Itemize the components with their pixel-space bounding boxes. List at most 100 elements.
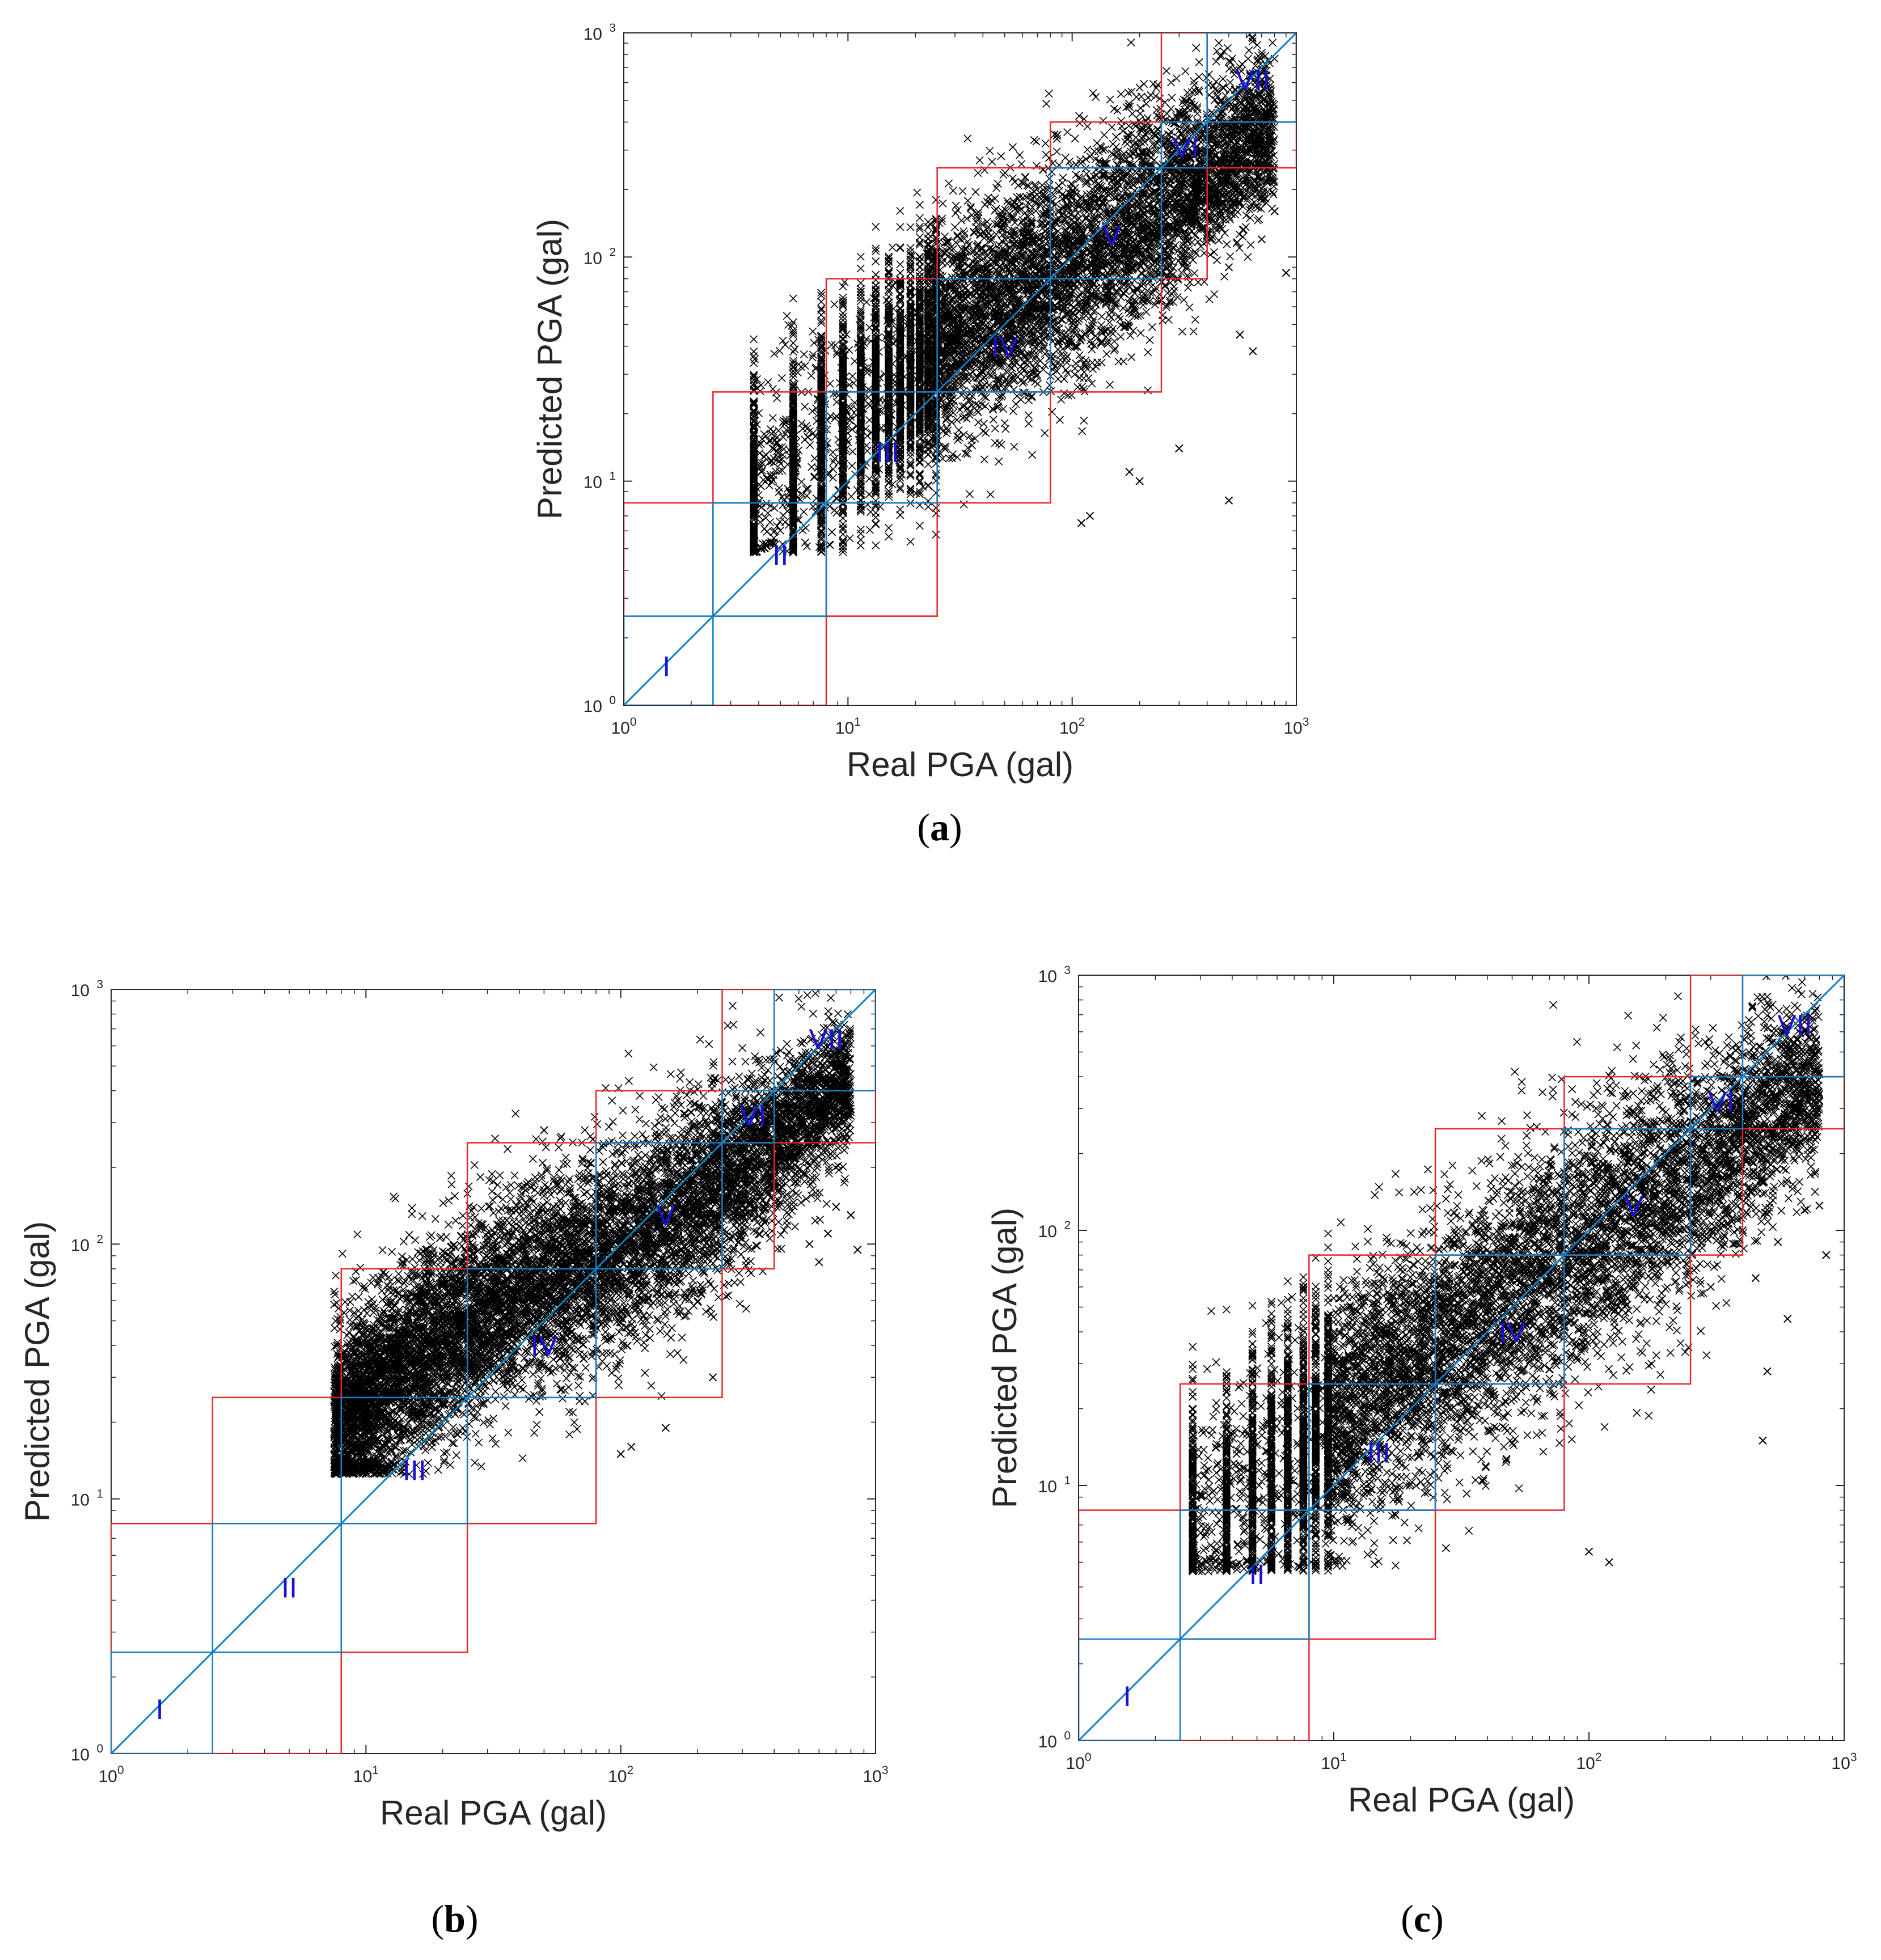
y-tick-label: 10 2 <box>584 245 616 268</box>
data-point <box>1077 519 1086 527</box>
y-tick-label: 10 3 <box>584 22 616 44</box>
zone-label: VII <box>1777 1009 1812 1041</box>
zone-exact-box <box>466 1268 597 1399</box>
data-point <box>1584 1547 1593 1556</box>
data-point <box>794 1148 803 1157</box>
data-point <box>847 1210 855 1220</box>
data-point <box>1190 185 1198 194</box>
zone-exact-box <box>212 1522 343 1653</box>
y-tick-label: 10 3 <box>1038 964 1071 986</box>
zone-exact-box <box>1179 1509 1310 1640</box>
zone-exact-box <box>624 615 714 705</box>
zone-exact-box <box>712 502 827 617</box>
data-point <box>1125 468 1134 476</box>
y-tick-label: 10 1 <box>584 470 616 492</box>
data-point <box>1224 263 1233 272</box>
zone-label: II <box>281 1572 297 1603</box>
zone-label: V <box>1102 220 1122 252</box>
y-tick-label: 10 0 <box>1038 1729 1071 1751</box>
data-point <box>1783 1314 1792 1323</box>
data-point <box>708 1373 717 1382</box>
one-to-one-line <box>624 33 1296 705</box>
zone-label: II <box>1249 1559 1265 1590</box>
data-point <box>815 1258 823 1267</box>
x-tick-label: 103 <box>1831 1751 1857 1773</box>
data-point <box>1085 511 1094 520</box>
x-tick-label: 101 <box>1321 1751 1346 1773</box>
x-tick-label: 103 <box>863 1764 888 1786</box>
y-axis-label: Predicted PGA (gal) <box>18 1221 56 1522</box>
plot-content-a <box>624 33 1296 705</box>
zone-exact-box <box>111 1651 214 1754</box>
data-point <box>540 1126 548 1134</box>
zone-exact-box <box>936 278 1051 393</box>
zone-tolerance-box <box>1689 975 1844 1130</box>
x-axis-label: Real PGA (gal) <box>847 746 1073 784</box>
data-point <box>1236 331 1244 339</box>
y-tick-label: 10 1 <box>71 1488 103 1510</box>
caption-b-letter: b <box>444 1897 466 1940</box>
zone-label: IV <box>1499 1316 1526 1348</box>
zone-label: I <box>1123 1680 1131 1712</box>
zone-exact-box <box>1206 33 1296 123</box>
data-point <box>661 1424 670 1432</box>
data-point <box>1135 477 1144 485</box>
data-point <box>1792 1134 1801 1142</box>
zone-label: VI <box>739 1100 766 1132</box>
x-tick-label: 101 <box>835 716 861 738</box>
data-point <box>627 1442 636 1451</box>
caption-a: (a) <box>917 806 962 849</box>
intensity-zones-b <box>111 989 876 1754</box>
x-tick-label: 101 <box>353 1764 379 1786</box>
y-axis-label: Predicted PGA (gal) <box>531 219 569 519</box>
zone-exact-box <box>1050 167 1163 280</box>
data-point <box>1763 1367 1772 1375</box>
x-tick-label: 100 <box>611 716 636 738</box>
data-point <box>805 1240 814 1248</box>
data-point <box>1257 235 1266 244</box>
zone-exact-box <box>1741 975 1844 1078</box>
data-point <box>1605 1558 1613 1567</box>
data-point <box>722 1258 731 1267</box>
plot-content-c <box>1079 975 1844 1741</box>
zone-exact-box <box>1434 1254 1565 1385</box>
zone-exact-box <box>1160 121 1208 169</box>
zone-exact-box <box>340 1396 468 1525</box>
zone-label: I <box>156 1694 164 1725</box>
scatter-cloud-a <box>750 33 1279 557</box>
data-point <box>1282 269 1291 277</box>
x-axis-label: Real PGA (gal) <box>1348 1781 1575 1819</box>
data-point <box>823 1229 832 1238</box>
data-point <box>1249 347 1257 355</box>
x-axis-label: Real PGA (gal) <box>380 1794 607 1832</box>
zone-label: I <box>662 650 670 682</box>
x-tick-label: 100 <box>1066 1751 1091 1773</box>
y-tick-label: 10 2 <box>1038 1219 1071 1241</box>
y-tick-label: 10 1 <box>1038 1474 1071 1496</box>
x-tick-label: 102 <box>1059 716 1085 738</box>
zone-label: IV <box>531 1330 558 1362</box>
scatter-cloud-c <box>1189 975 1824 1576</box>
intensity-zones-c <box>1079 975 1844 1741</box>
y-axis-label: Predicted PGA (gal) <box>986 1208 1024 1508</box>
caption-a-letter: a <box>930 806 949 849</box>
zone-label: VI <box>1172 132 1199 163</box>
zone-exact-box <box>825 391 938 504</box>
data-point <box>1773 1238 1782 1246</box>
zone-exact-box <box>1079 1638 1181 1741</box>
zone-label: VII <box>809 1023 843 1055</box>
data-point <box>832 1203 840 1211</box>
zone-label: VI <box>1708 1086 1735 1118</box>
y-tick-label: 10 0 <box>71 1742 103 1764</box>
data-point <box>1751 1273 1760 1282</box>
zone-label: II <box>772 539 788 571</box>
data-point <box>1759 1436 1767 1445</box>
caption-c-letter: c <box>1413 1897 1431 1940</box>
zone-exact-box <box>721 1090 775 1144</box>
zone-exact-box <box>1308 1383 1436 1511</box>
